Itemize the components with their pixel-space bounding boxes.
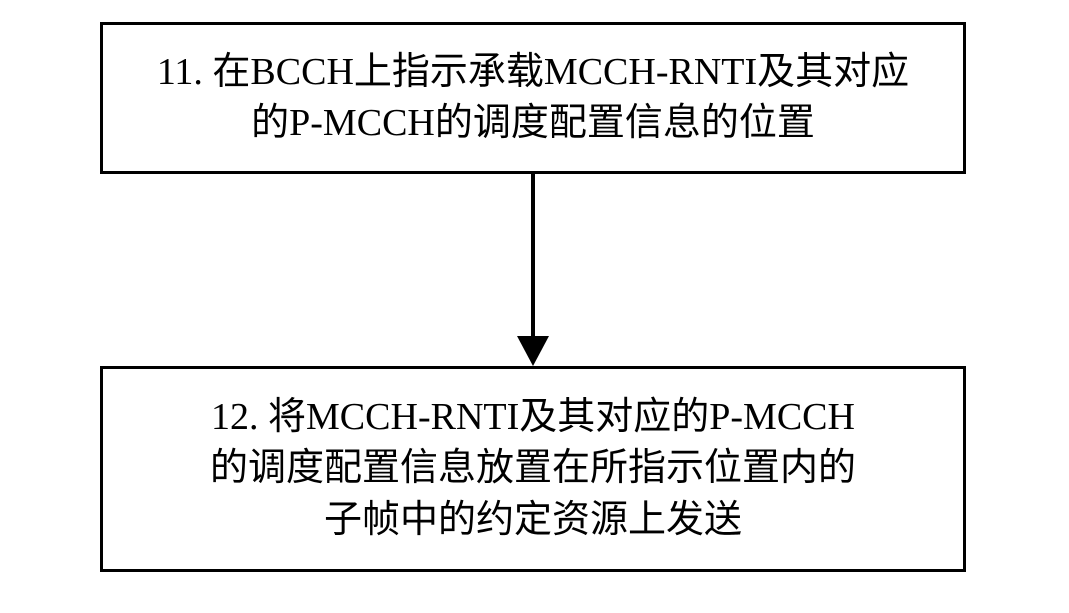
arrow-head-icon: [517, 336, 549, 366]
step1-line2: 的P-MCCH的调度配置信息的位置: [251, 98, 815, 149]
flowchart-step-1: 11. 在BCCH上指示承载MCCH-RNTI及其对应 的P-MCCH的调度配置…: [100, 22, 966, 174]
step2-line1: 12. 将MCCH-RNTI及其对应的P-MCCH: [211, 392, 855, 443]
flowchart-canvas: 11. 在BCCH上指示承载MCCH-RNTI及其对应 的P-MCCH的调度配置…: [0, 0, 1069, 613]
arrow-shaft: [531, 174, 535, 338]
step2-line2: 的调度配置信息放置在所指示位置内的: [210, 443, 856, 494]
step1-line1: 11. 在BCCH上指示承载MCCH-RNTI及其对应: [157, 47, 909, 98]
step2-line3: 子帧中的约定资源上发送: [324, 495, 742, 546]
flowchart-step-2: 12. 将MCCH-RNTI及其对应的P-MCCH 的调度配置信息放置在所指示位…: [100, 366, 966, 572]
